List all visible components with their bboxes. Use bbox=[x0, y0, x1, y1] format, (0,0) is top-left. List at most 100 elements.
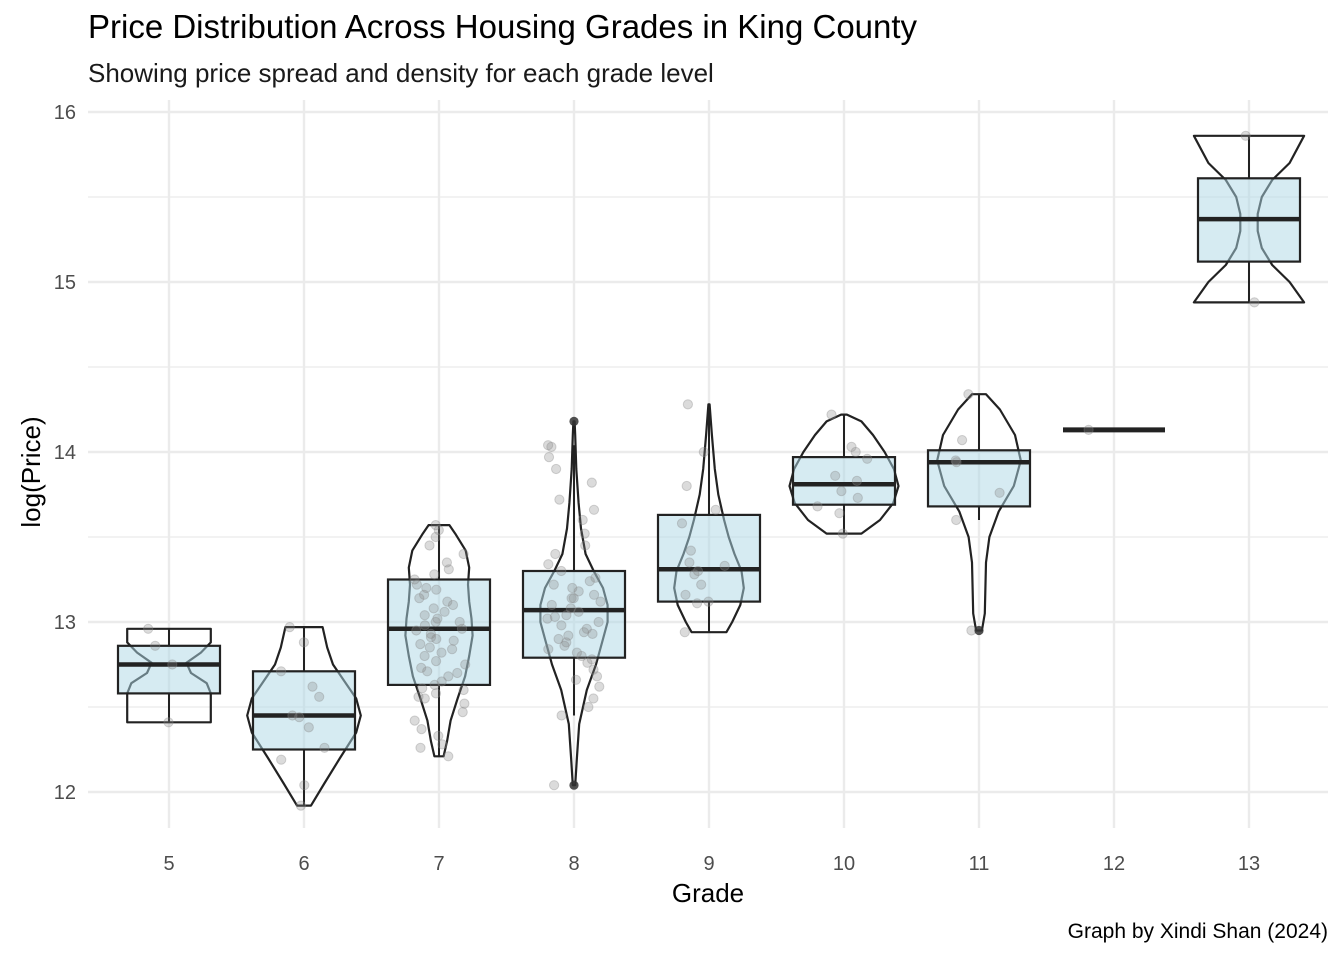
data-point-grade-11 bbox=[951, 457, 962, 468]
data-point-grade-10 bbox=[834, 508, 845, 519]
data-point-grade-8 bbox=[578, 627, 590, 638]
box-grade-10 bbox=[791, 456, 897, 506]
data-point-grade-9 bbox=[696, 579, 707, 590]
data-point-grade-8 bbox=[590, 572, 601, 583]
data-point-grade-7 bbox=[425, 628, 436, 640]
data-point-grade-7 bbox=[411, 625, 422, 636]
x-tick-label: 9 bbox=[703, 853, 714, 875]
data-point-grade-7 bbox=[430, 520, 441, 531]
data-point-grade-6 bbox=[294, 712, 305, 723]
chart-caption: Graph by Xindi Shan (2024) bbox=[1067, 920, 1328, 943]
x-axis-title: Grade bbox=[672, 878, 744, 908]
data-point-grade-7 bbox=[457, 707, 468, 718]
data-point-grade-8 bbox=[579, 528, 590, 539]
data-point-grade-8 bbox=[542, 613, 553, 624]
box-grade-9 bbox=[656, 513, 762, 603]
data-point-grade-7 bbox=[419, 693, 430, 704]
x-tick-label: 12 bbox=[1103, 853, 1125, 875]
data-point-grade-7 bbox=[429, 679, 440, 691]
data-point-grade-8 bbox=[543, 644, 554, 655]
x-axis-ticks: 5 6 7 8 9 10 11 12 13 bbox=[163, 853, 1260, 875]
data-point-grade-8 bbox=[571, 647, 583, 658]
data-point-grade-13 bbox=[1249, 297, 1260, 308]
data-point-grade-10 bbox=[850, 446, 861, 458]
data-point-grade-9 bbox=[719, 560, 730, 572]
data-point-grade-7 bbox=[443, 671, 454, 682]
data-point-grade-7 bbox=[417, 683, 428, 694]
data-point-grade-9 bbox=[681, 480, 692, 492]
chart-title: Price Distribution Across Housing Grades… bbox=[88, 8, 918, 45]
data-point-grade-7 bbox=[431, 584, 442, 595]
data-point-grade-10 bbox=[837, 528, 848, 539]
y-tick-label: 16 bbox=[54, 102, 76, 124]
box-grade-8 bbox=[521, 569, 627, 659]
box-layer bbox=[116, 135, 1302, 806]
data-point-grade-8 bbox=[582, 657, 593, 668]
data-point-grade-8 bbox=[580, 540, 591, 551]
data-point-grade-7 bbox=[431, 656, 442, 667]
data-point-grade-7 bbox=[424, 642, 435, 653]
data-point-grade-8 bbox=[593, 616, 604, 628]
data-point-grade-7 bbox=[454, 616, 465, 628]
x-tick-label: 10 bbox=[833, 853, 855, 875]
data-point-grade-11 bbox=[994, 487, 1005, 498]
data-point-grade-8 bbox=[567, 582, 578, 594]
data-point-grade-9 bbox=[692, 598, 703, 609]
data-point-grade-8 bbox=[566, 593, 577, 604]
data-point-grade-7 bbox=[411, 579, 422, 590]
data-point-grade-6 bbox=[303, 722, 314, 733]
data-point-grade-6 bbox=[284, 622, 295, 633]
data-point-grade-10 bbox=[846, 441, 857, 452]
data-point-grade-9 bbox=[676, 518, 688, 529]
data-point-grade-7 bbox=[428, 603, 439, 614]
y-tick-label: 15 bbox=[54, 272, 76, 294]
data-point-grade-8 bbox=[568, 593, 579, 604]
data-point-grade-8 bbox=[549, 611, 561, 623]
data-point-grade-7 bbox=[430, 531, 441, 543]
data-point-grade-8 bbox=[556, 710, 567, 721]
data-point-grade-8 bbox=[551, 463, 562, 475]
data-point-grade-7 bbox=[458, 548, 469, 560]
data-point-grade-7 bbox=[436, 647, 447, 658]
data-point-grade-8 bbox=[588, 693, 599, 704]
data-point-grade-7 bbox=[436, 676, 447, 687]
data-point-grade-6 bbox=[276, 754, 287, 765]
y-axis-ticks: 12 13 14 15 16 bbox=[54, 102, 76, 804]
data-point-grade-8 bbox=[576, 650, 587, 662]
data-point-grade-7 bbox=[413, 691, 424, 702]
data-point-grade-7 bbox=[415, 742, 426, 753]
data-point-grade-6 bbox=[276, 666, 287, 677]
data-point-grade-9 bbox=[692, 565, 704, 577]
data-point-grade-7 bbox=[424, 540, 435, 551]
data-point-grade-7 bbox=[447, 644, 458, 655]
data-point-grade-7 bbox=[416, 724, 427, 735]
data-point-grade-11 bbox=[951, 514, 962, 526]
data-point-grade-7 bbox=[437, 739, 448, 750]
data-point-grade-8 bbox=[563, 630, 574, 641]
data-point-grade-8 bbox=[573, 586, 584, 597]
data-point-grade-13 bbox=[1240, 130, 1251, 141]
data-point-grade-8 bbox=[588, 504, 600, 515]
data-point-grade-7 bbox=[459, 698, 470, 709]
data-point-grade-8 bbox=[556, 620, 567, 631]
data-point-grade-5 bbox=[150, 640, 161, 651]
data-point-grade-7 bbox=[443, 564, 454, 575]
y-axis-title: log(Price) bbox=[16, 416, 46, 527]
data-point-grade-9 bbox=[679, 627, 690, 638]
data-point-grade-8 bbox=[584, 576, 595, 587]
data-point-grade-8 bbox=[553, 633, 564, 645]
data-point-grade-8 bbox=[594, 681, 605, 692]
data-point-grade-5 bbox=[167, 659, 178, 670]
data-point-grade-7 bbox=[409, 715, 420, 726]
data-point-grade-8 bbox=[543, 452, 555, 463]
data-point-grade-8 bbox=[587, 628, 598, 640]
data-point-grade-9 bbox=[698, 446, 709, 458]
data-point-grade-9 bbox=[710, 504, 721, 515]
data-point-grade-8 bbox=[550, 548, 561, 560]
box-grade-7 bbox=[386, 578, 492, 687]
x-tick-label: 5 bbox=[163, 853, 174, 875]
chart-subtitle: Showing price spread and density for eac… bbox=[88, 58, 714, 88]
data-point-grade-9 bbox=[703, 596, 714, 607]
data-point-grade-7 bbox=[441, 557, 452, 568]
data-point-grade-7 bbox=[458, 684, 469, 696]
